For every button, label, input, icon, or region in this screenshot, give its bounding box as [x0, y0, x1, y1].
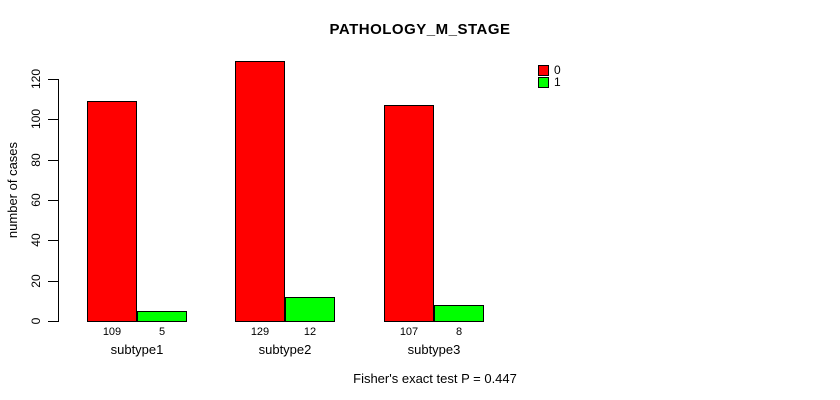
bar-subtype2-series1 — [285, 297, 335, 322]
bar-subtype3-series0 — [384, 105, 434, 322]
y-tick-60 — [48, 200, 58, 201]
chart-title: PATHOLOGY_M_STAGE — [329, 21, 511, 38]
y-tick-label-120: 120 — [29, 68, 43, 90]
category-label-subtype3: subtype3 — [407, 342, 461, 357]
bar-value-subtype3-series1: 8 — [455, 326, 463, 338]
y-tick-40 — [48, 240, 58, 241]
y-axis-line — [58, 79, 59, 322]
y-tick-80 — [48, 160, 58, 161]
stat-annotation: Fisher's exact test P = 0.447 — [353, 371, 517, 386]
category-label-subtype1: subtype1 — [110, 342, 164, 357]
bar-value-subtype2-series1: 12 — [303, 326, 317, 338]
legend-item-1: 1 — [538, 76, 561, 88]
legend-item-0: 0 — [538, 64, 561, 76]
y-tick-20 — [48, 281, 58, 282]
y-tick-120 — [48, 79, 58, 80]
bar-subtype1-series1 — [137, 311, 187, 322]
legend-label: 1 — [554, 75, 561, 89]
bar-value-subtype3-series0: 107 — [399, 326, 419, 338]
legend-swatch-icon — [538, 64, 549, 76]
bar-subtype2-series0 — [235, 61, 285, 322]
y-tick-100 — [48, 119, 58, 120]
y-axis-title: number of cases — [5, 141, 20, 239]
y-tick-0 — [48, 321, 58, 322]
bar-subtype3-series1 — [434, 305, 484, 322]
bar-subtype1-series0 — [87, 101, 137, 322]
legend-swatch-icon — [538, 76, 549, 88]
legend-label: 0 — [554, 63, 561, 77]
category-label-subtype2: subtype2 — [258, 342, 312, 357]
bar-value-subtype1-series0: 109 — [102, 326, 122, 338]
bar-value-subtype1-series1: 5 — [158, 326, 166, 338]
bar-value-subtype2-series0: 129 — [250, 326, 270, 338]
